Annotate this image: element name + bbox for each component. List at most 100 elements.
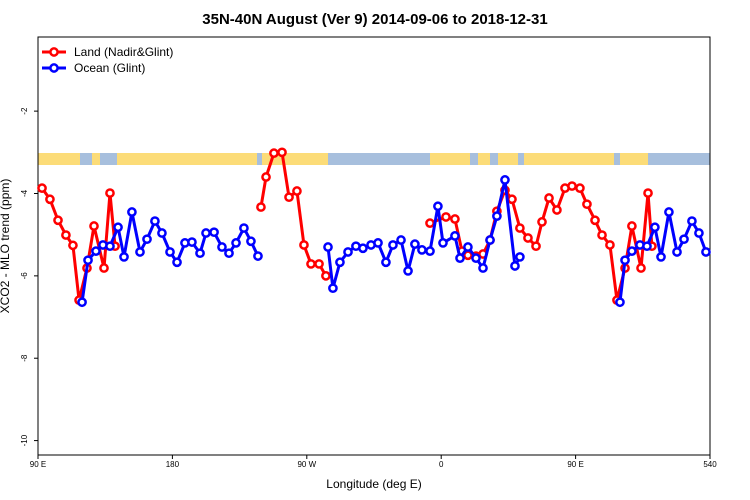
- data-point: [187, 237, 197, 247]
- data-point: [253, 251, 263, 261]
- y-tick-label: -2: [20, 107, 29, 115]
- data-point: [463, 242, 473, 252]
- data-line: [326, 179, 522, 289]
- data-point: [292, 186, 302, 196]
- data-point: [269, 148, 279, 158]
- data-point: [105, 188, 115, 198]
- data-point: [91, 246, 101, 256]
- data-point: [441, 212, 451, 222]
- data-point: [135, 247, 145, 257]
- data-point: [410, 239, 420, 249]
- data-point: [687, 216, 697, 226]
- data-point: [284, 192, 294, 203]
- data-point: [105, 241, 115, 252]
- data-point: [127, 207, 137, 217]
- data-point: [567, 181, 577, 191]
- data-point: [256, 202, 266, 212]
- data-line: [429, 184, 654, 301]
- data-point: [37, 183, 47, 193]
- data-point: [650, 222, 660, 233]
- data-point: [672, 247, 682, 257]
- data-point: [358, 243, 368, 254]
- data-point: [239, 223, 249, 233]
- data-point: [195, 248, 205, 259]
- data-point: [627, 221, 637, 231]
- data-point: [261, 172, 271, 182]
- data-point: [77, 297, 87, 308]
- series: [77, 175, 711, 308]
- data-point: [201, 228, 211, 238]
- y-tick-label: -6: [20, 272, 29, 280]
- data-point: [575, 183, 585, 193]
- x-tick-label: 540: [703, 460, 717, 469]
- data-point: [471, 253, 481, 263]
- data-point: [455, 253, 465, 263]
- data-point: [323, 242, 333, 252]
- y-tick-label: -4: [20, 189, 29, 197]
- plot-frame: [37, 36, 711, 456]
- data-point: [83, 255, 93, 266]
- data-point: [485, 235, 495, 245]
- data-point: [664, 207, 674, 217]
- data-point: [209, 227, 219, 238]
- data-point: [403, 266, 413, 276]
- data-point: [605, 240, 615, 250]
- data-point: [544, 193, 554, 203]
- data-point: [510, 261, 520, 271]
- data-point: [113, 222, 123, 233]
- x-tick-label: 90 E: [30, 460, 46, 469]
- data-point: [620, 255, 630, 266]
- data-point: [425, 246, 435, 256]
- data-point: [246, 236, 256, 247]
- data-point: [500, 175, 510, 185]
- data-point: [425, 218, 435, 228]
- land-ocean-band: [38, 153, 710, 165]
- data-point: [150, 216, 160, 226]
- data-point: [679, 234, 689, 245]
- x-tick-label: 90 W: [297, 460, 316, 469]
- x-tick-label: 90 E: [567, 460, 583, 469]
- data-point: [438, 238, 448, 248]
- data-point: [523, 233, 533, 243]
- data-point: [582, 199, 592, 210]
- data-line: [259, 150, 328, 277]
- data-point: [433, 201, 443, 212]
- series: [37, 147, 657, 306]
- data-point: [507, 194, 517, 205]
- chart-title: 35N-40N August (Ver 9) 2014-09-06 to 201…: [202, 11, 547, 28]
- data-point: [636, 263, 646, 273]
- data-point: [492, 211, 502, 221]
- data-point: [321, 271, 331, 281]
- legend-marker: [49, 63, 59, 73]
- data-point: [53, 215, 63, 226]
- data-point: [373, 238, 383, 248]
- data-point: [515, 223, 525, 233]
- data-point: [388, 240, 398, 250]
- data-point: [478, 263, 488, 273]
- data-point: [314, 259, 324, 269]
- data-point: [701, 247, 711, 257]
- data-point: [45, 194, 55, 205]
- data-point: [627, 246, 637, 256]
- data-point: [68, 240, 78, 251]
- data-point: [597, 230, 607, 240]
- data-point: [142, 234, 152, 245]
- data-point: [299, 240, 309, 250]
- data-point: [99, 263, 109, 273]
- data-point: [328, 283, 338, 294]
- legend-label: Ocean (Glint): [74, 61, 145, 75]
- data-point: [643, 188, 653, 198]
- y-tick-label: -8: [20, 354, 29, 362]
- data-point: [89, 221, 99, 231]
- data-point: [450, 231, 460, 241]
- data-point: [590, 215, 600, 226]
- data-point: [615, 297, 625, 308]
- y-axis-label: XCO2 - MLO trend (ppm): [0, 179, 12, 314]
- data-point: [61, 230, 71, 240]
- data-point: [417, 245, 427, 255]
- data-point: [552, 205, 562, 215]
- legend-marker: [49, 47, 59, 57]
- data-point: [335, 257, 345, 268]
- data-point: [157, 228, 167, 238]
